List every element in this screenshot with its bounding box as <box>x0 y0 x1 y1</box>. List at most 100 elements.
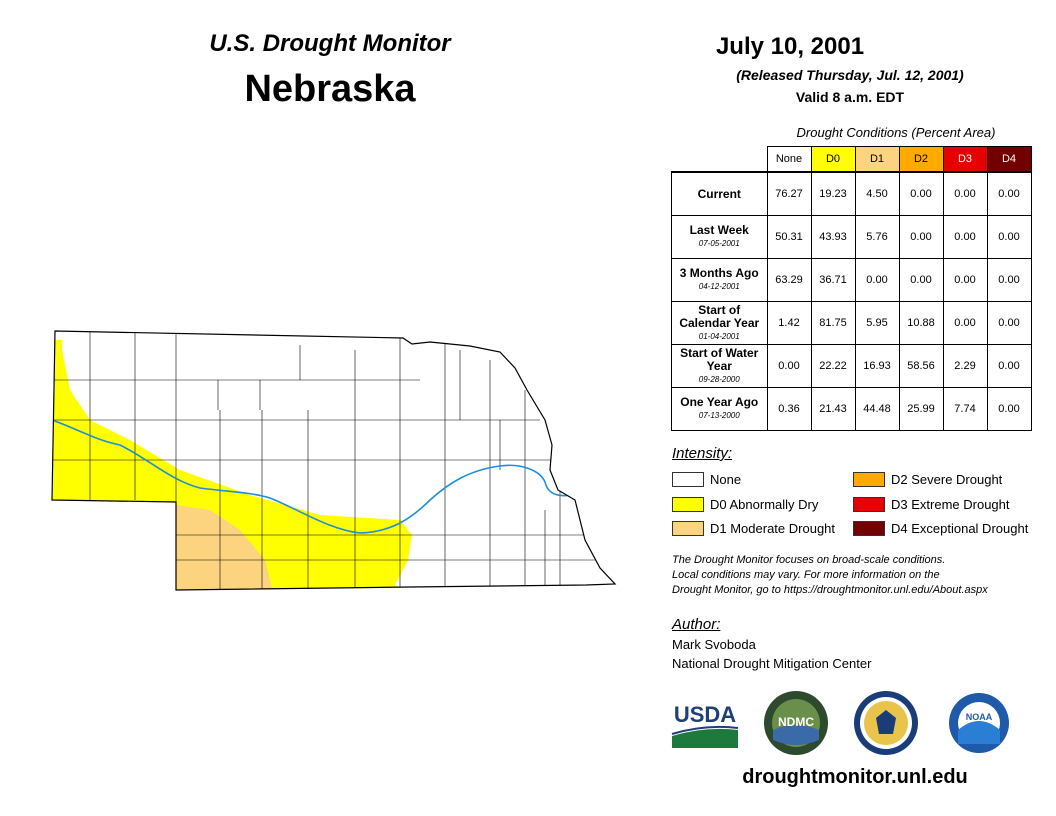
row-label: Start of Water Year 09-28-2000 <box>671 344 768 388</box>
disclaimer-line: Local conditions may vary. For more info… <box>672 569 940 581</box>
column-header: D4 <box>986 146 1032 173</box>
legend-label: D1 Moderate Drought <box>710 520 836 536</box>
table-cell: 0.00 <box>986 387 1032 431</box>
table-cell: 76.27 <box>766 171 812 216</box>
legend-label: D4 Exceptional Drought <box>891 520 1029 536</box>
table-cell: 0.00 <box>986 215 1032 259</box>
table-cell: 0.36 <box>766 387 812 431</box>
column-header: D1 <box>854 146 900 173</box>
table-cell: 4.50 <box>854 171 900 216</box>
table-row: One Year Ago 07-13-2000 0.36 21.43 44.48 … <box>671 387 1032 431</box>
table-row: Start of Calendar Year 01-04-2001 1.42 81… <box>671 301 1032 345</box>
table-cell: 0.00 <box>986 171 1032 216</box>
state-name: Nebraska <box>244 68 416 110</box>
table-cell: 50.31 <box>766 215 812 259</box>
legend-label: D0 Abnormally Dry <box>710 496 819 512</box>
legend-swatch <box>853 520 885 536</box>
disclaimer-line: Drought Monitor, go to https://droughtmo… <box>672 584 988 596</box>
legend-item-d0: D0 Abnormally Dry <box>672 495 818 513</box>
legend-swatch <box>672 471 704 487</box>
author-title: Author: <box>672 616 721 633</box>
legend-label: D2 Severe Drought <box>891 471 1003 487</box>
map-date: July 10, 2001 <box>715 33 865 60</box>
table-cell: 0.00 <box>942 171 988 216</box>
author-name: Mark Svoboda <box>672 637 756 652</box>
legend-item-d1: D1 Moderate Drought <box>672 519 835 537</box>
table-cell: 36.71 <box>810 258 856 302</box>
svg-text:NOAA: NOAA <box>966 712 993 722</box>
table-caption: Drought Conditions (Percent Area) <box>796 125 996 140</box>
table-cell: 22.22 <box>810 344 856 388</box>
table-cell: 0.00 <box>986 301 1032 345</box>
disclaimer-line: The Drought Monitor focuses on broad-sca… <box>672 554 946 566</box>
drought-conditions-table: None D0 D1 D2 D3 D4 Current 76.27 19.23 … <box>671 146 1032 431</box>
nebraska-drought-map <box>51 330 617 591</box>
table-cell: 81.75 <box>810 301 856 345</box>
svg-text:USDA: USDA <box>674 702 736 727</box>
column-header: None <box>766 146 812 173</box>
row-label: Last Week 07-05-2001 <box>671 215 768 259</box>
row-label: Current <box>671 171 768 216</box>
table-corner <box>671 146 767 173</box>
row-label: One Year Ago 07-13-2000 <box>671 387 768 431</box>
disclaimer-text: The Drought Monitor focuses on broad-sca… <box>672 553 1052 598</box>
table-cell: 0.00 <box>942 301 988 345</box>
table-cell: 43.93 <box>810 215 856 259</box>
legend-item-d2: D2 Severe Drought <box>853 470 1002 488</box>
row-label: 3 Months Ago 04-12-2001 <box>671 258 768 302</box>
table-cell: 0.00 <box>942 258 988 302</box>
legend-title: Intensity: <box>672 445 733 462</box>
release-date: (Released Thursday, Jul. 12, 2001) <box>736 67 964 83</box>
author-organization: National Drought Mitigation Center <box>672 656 872 671</box>
table-cell: 5.95 <box>854 301 900 345</box>
table-cell: 0.00 <box>986 344 1032 388</box>
valid-time: Valid 8 a.m. EDT <box>795 89 905 105</box>
footer-url[interactable]: droughtmonitor.unl.edu <box>742 766 968 788</box>
table-cell: 58.56 <box>898 344 944 388</box>
table-cell: 0.00 <box>898 258 944 302</box>
table-cell: 0.00 <box>898 171 944 216</box>
column-header: D2 <box>898 146 944 173</box>
svg-text:NDMC: NDMC <box>778 715 814 729</box>
legend-label: None <box>710 471 742 487</box>
usda-logo: USDA <box>671 702 739 748</box>
ndmc-logo: NDMC <box>764 691 828 755</box>
table-row: 3 Months Ago 04-12-2001 63.29 36.71 0.00 … <box>671 258 1032 302</box>
table-cell: 21.43 <box>810 387 856 431</box>
row-label: Start of Calendar Year 01-04-2001 <box>671 301 768 345</box>
legend-label: D3 Extreme Drought <box>891 496 1010 512</box>
table-cell: 10.88 <box>898 301 944 345</box>
table-row: Start of Water Year 09-28-2000 0.00 22.22… <box>671 344 1032 388</box>
legend-item-none: None <box>672 470 741 488</box>
table-cell: 7.74 <box>942 387 988 431</box>
table-cell: 25.99 <box>898 387 944 431</box>
table-cell: 19.23 <box>810 171 856 216</box>
table-cell: 0.00 <box>766 344 812 388</box>
table-row: Last Week 07-05-2001 50.31 43.93 5.76 0.0… <box>671 215 1032 259</box>
commerce-seal-logo <box>854 691 918 755</box>
platte-river <box>52 419 576 534</box>
table-cell: 0.00 <box>854 258 900 302</box>
table-cell: 0.00 <box>942 215 988 259</box>
noaa-logo: NOAA <box>949 693 1009 753</box>
d1-drought-area <box>176 505 275 590</box>
table-cell: 2.29 <box>942 344 988 388</box>
table-row: Current 76.27 19.23 4.50 0.00 0.00 0.00 <box>671 171 1032 216</box>
legend-item-d4: D4 Exceptional Drought <box>853 519 1028 537</box>
legend-swatch <box>672 496 704 512</box>
legend-swatch <box>853 496 885 512</box>
legend-swatch <box>853 471 885 487</box>
table-cell: 0.00 <box>898 215 944 259</box>
table-cell: 5.76 <box>854 215 900 259</box>
state-outline <box>51 330 617 591</box>
legend-item-d3: D3 Extreme Drought <box>853 495 1010 513</box>
column-header: D3 <box>942 146 988 173</box>
table-cell: 1.42 <box>766 301 812 345</box>
table-cell: 44.48 <box>854 387 900 431</box>
map-title: U.S. Drought Monitor <box>209 30 451 57</box>
table-cell: 63.29 <box>766 258 812 302</box>
table-cell: 0.00 <box>986 258 1032 302</box>
legend-swatch <box>672 520 704 536</box>
column-header: D0 <box>810 146 856 173</box>
table-cell: 16.93 <box>854 344 900 388</box>
